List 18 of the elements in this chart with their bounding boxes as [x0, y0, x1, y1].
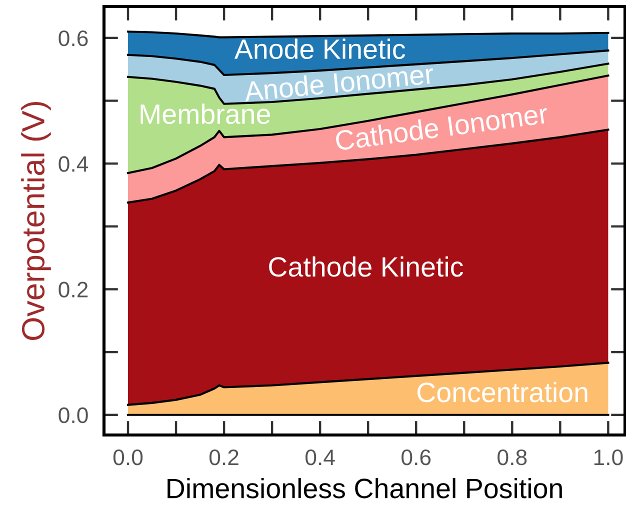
x-tick-label: 0.0 [113, 449, 143, 466]
series-label: Anode Ionomer [244, 63, 434, 102]
y-tick-label: 0.6 [58, 30, 88, 46]
y-axis-title: Overpotential (V) [21, 102, 51, 340]
series-label: Anode Kinetic [234, 38, 406, 60]
x-tick-label: 1.0 [594, 449, 623, 466]
x-tick-label: 0.2 [209, 449, 238, 466]
x-tick-label: 0.4 [306, 449, 335, 466]
y-tick-label: 0.4 [58, 156, 88, 172]
y-tick-label: 0.2 [58, 282, 88, 298]
x-tick-label: 0.6 [402, 449, 431, 466]
series-label: Cathode Kinetic [269, 256, 464, 277]
y-tick-label: 0.0 [58, 407, 88, 424]
series-label: Cathode Ionomer [334, 102, 548, 151]
series-label: Membrane [140, 104, 270, 124]
series-label: Concentration [417, 382, 588, 402]
x-tick-label: 0.8 [498, 449, 527, 466]
x-axis-title: Dimensionless Channel Position [168, 478, 562, 498]
